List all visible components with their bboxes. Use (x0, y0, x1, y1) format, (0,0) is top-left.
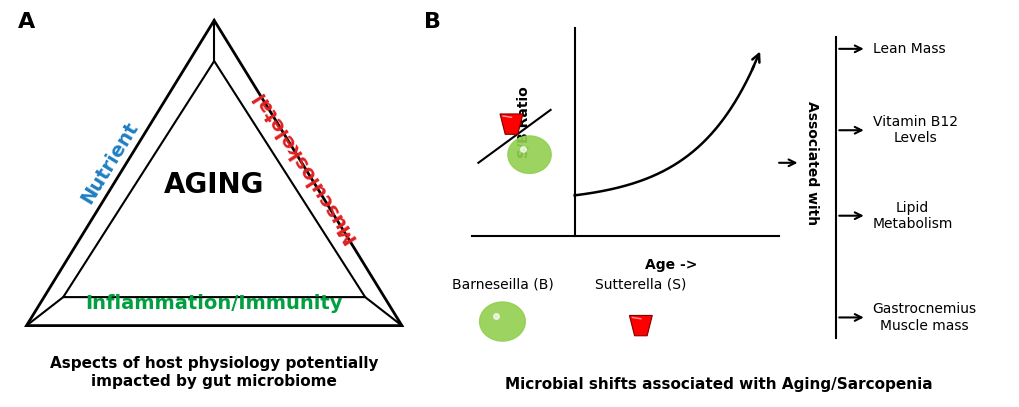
Text: A: A (18, 12, 36, 32)
Text: S/B Ratio: S/B Ratio (516, 86, 530, 158)
Text: Age ->: Age -> (644, 258, 696, 271)
Text: Barneseilla (B): Barneseilla (B) (451, 278, 552, 292)
Text: Associated with: Associated with (805, 101, 818, 225)
Text: Lean Mass: Lean Mass (871, 42, 945, 56)
Polygon shape (507, 136, 550, 173)
Text: Lipid
Metabolism: Lipid Metabolism (871, 201, 952, 231)
Polygon shape (479, 302, 525, 341)
Text: B: B (424, 12, 441, 32)
Polygon shape (499, 114, 523, 134)
Text: Microbial shifts associated with Aging/Sarcopenia: Microbial shifts associated with Aging/S… (504, 377, 932, 392)
Text: Vitamin B12
Levels: Vitamin B12 Levels (871, 115, 957, 145)
Text: Aspects of host physiology potentially
impacted by gut microbiome: Aspects of host physiology potentially i… (50, 356, 378, 389)
Text: Sutterella (S): Sutterella (S) (595, 278, 686, 292)
Polygon shape (629, 315, 652, 336)
Text: Inflammation/Immunity: Inflammation/Immunity (86, 294, 342, 313)
Text: Musculoskeletal: Musculoskeletal (249, 87, 359, 247)
Text: Gastrocnemius
Muscle mass: Gastrocnemius Muscle mass (871, 302, 976, 333)
Text: Nutrient: Nutrient (77, 118, 143, 207)
Text: AGING: AGING (164, 171, 264, 199)
